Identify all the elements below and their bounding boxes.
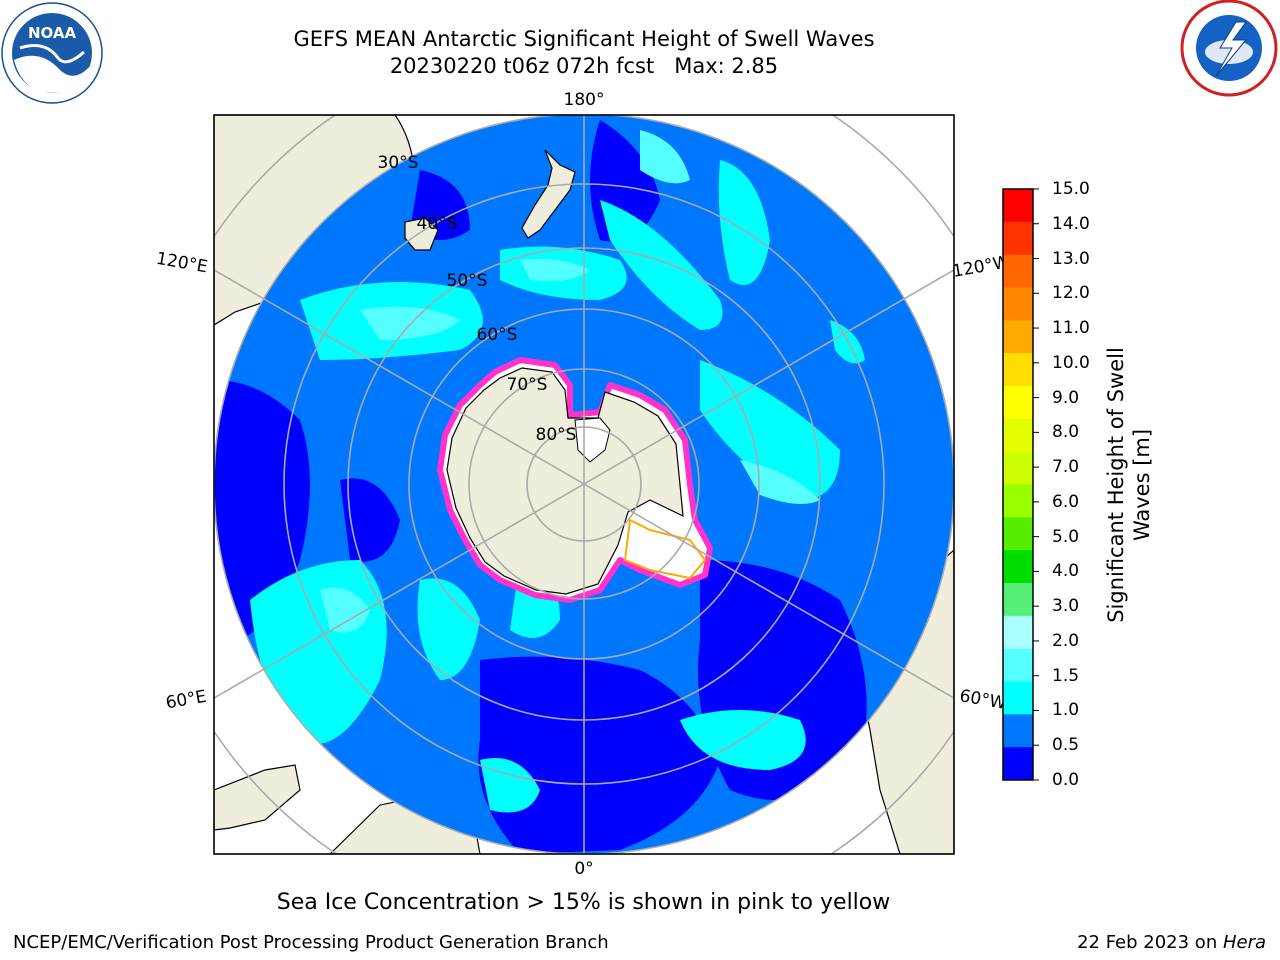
colorbar-segment — [1003, 353, 1033, 387]
colorbar-tick-label: 12.0 — [1052, 283, 1090, 304]
footer-date: 22 Feb 2023 on Hera — [1077, 932, 1266, 953]
colorbar-label-line2: Waves [m] — [1130, 428, 1154, 542]
colorbar-label: Significant Height of Swell Waves [m] — [1103, 347, 1155, 623]
colorbar-tick-label: 15.0 — [1052, 179, 1090, 199]
colorbar-tick-label: 2.0 — [1052, 630, 1080, 651]
chart-title: GEFS MEAN Antarctic Significant Height o… — [293, 27, 875, 51]
colorbar-tick-label: 6.0 — [1052, 491, 1080, 512]
colorbar-segment — [1003, 418, 1033, 453]
colorbar-tick-label: 1.5 — [1052, 665, 1080, 686]
colorbar-tick-label: 0.0 — [1052, 770, 1080, 790]
lon-label-120e: 120°E — [155, 249, 209, 278]
colorbar-tick-label: 0.5 — [1052, 735, 1080, 756]
colorbar-label-line1: Significant Height of Swell — [1104, 347, 1128, 623]
noaa-logo-text: NOAA — [28, 24, 77, 42]
chart-subtitle: 20230220 t06z 072h fcst Max: 2.85 — [389, 54, 779, 78]
lat-label-40s: 40°S — [417, 214, 458, 234]
colorbar-segment — [1003, 451, 1033, 485]
colorbar-segment — [1003, 517, 1033, 551]
colorbar-tick-label: 3.0 — [1052, 596, 1080, 617]
noaa-logo: NOAA — [1, 2, 103, 104]
colorbar-tick-label: 9.0 — [1052, 387, 1080, 408]
colorbar-segment — [1003, 714, 1033, 748]
colorbar-tick-label: 4.0 — [1052, 561, 1080, 582]
colorbar — [1002, 188, 1039, 781]
colorbar-segment — [1003, 189, 1033, 223]
lat-label-70s: 70°S — [507, 375, 548, 395]
lon-label-60e: 60°E — [164, 687, 208, 714]
colorbar-frame — [1002, 188, 1034, 781]
nws-logo — [1180, 0, 1278, 97]
colorbar-tick-label: 8.0 — [1052, 422, 1080, 443]
colorbar-segment — [1003, 287, 1033, 321]
lon-label-60w: 60°W — [958, 686, 1008, 714]
colorbar-segment — [1003, 221, 1033, 256]
colorbar-segment — [1003, 254, 1033, 288]
colorbar-segment — [1003, 747, 1033, 781]
lat-label-50s: 50°S — [447, 271, 488, 291]
colorbar-tick-label: 14.0 — [1052, 213, 1090, 234]
colorbar-segment — [1003, 550, 1033, 584]
colorbar-segment — [1003, 484, 1033, 518]
colorbar-segment — [1003, 583, 1033, 617]
footer-branch: NCEP/EMC/Verification Post Processing Pr… — [13, 932, 609, 953]
lat-label-60s: 60°S — [477, 325, 518, 345]
lat-label-30s: 30°S — [378, 153, 419, 173]
colorbar-tick-label: 11.0 — [1052, 318, 1090, 339]
antarctica — [446, 367, 684, 595]
colorbar-segment — [1003, 681, 1033, 715]
colorbar-tick-label: 5.0 — [1052, 526, 1080, 547]
colorbar-segment — [1003, 320, 1033, 354]
colorbar-tick-label: 13.0 — [1052, 248, 1090, 269]
sea-ice-note: Sea Ice Concentration > 15% is shown in … — [276, 890, 891, 915]
graticule — [214, 115, 954, 854]
map-frame — [213, 114, 955, 855]
lon-label-180: 180° — [564, 90, 605, 110]
footer-machine: Hera — [1222, 932, 1266, 953]
colorbar-tick-label: 7.0 — [1052, 457, 1080, 478]
colorbar-segment — [1003, 386, 1033, 420]
lat-label-80s: 80°S — [536, 425, 577, 445]
colorbar-tick-label: 10.0 — [1052, 352, 1090, 373]
colorbar-tick-label: 1.0 — [1052, 700, 1080, 721]
lon-label-0: 0° — [574, 859, 593, 879]
colorbar-segment — [1003, 615, 1033, 650]
colorbar-segment — [1003, 648, 1033, 682]
footer-date-text: 22 Feb 2023 on — [1077, 932, 1223, 953]
